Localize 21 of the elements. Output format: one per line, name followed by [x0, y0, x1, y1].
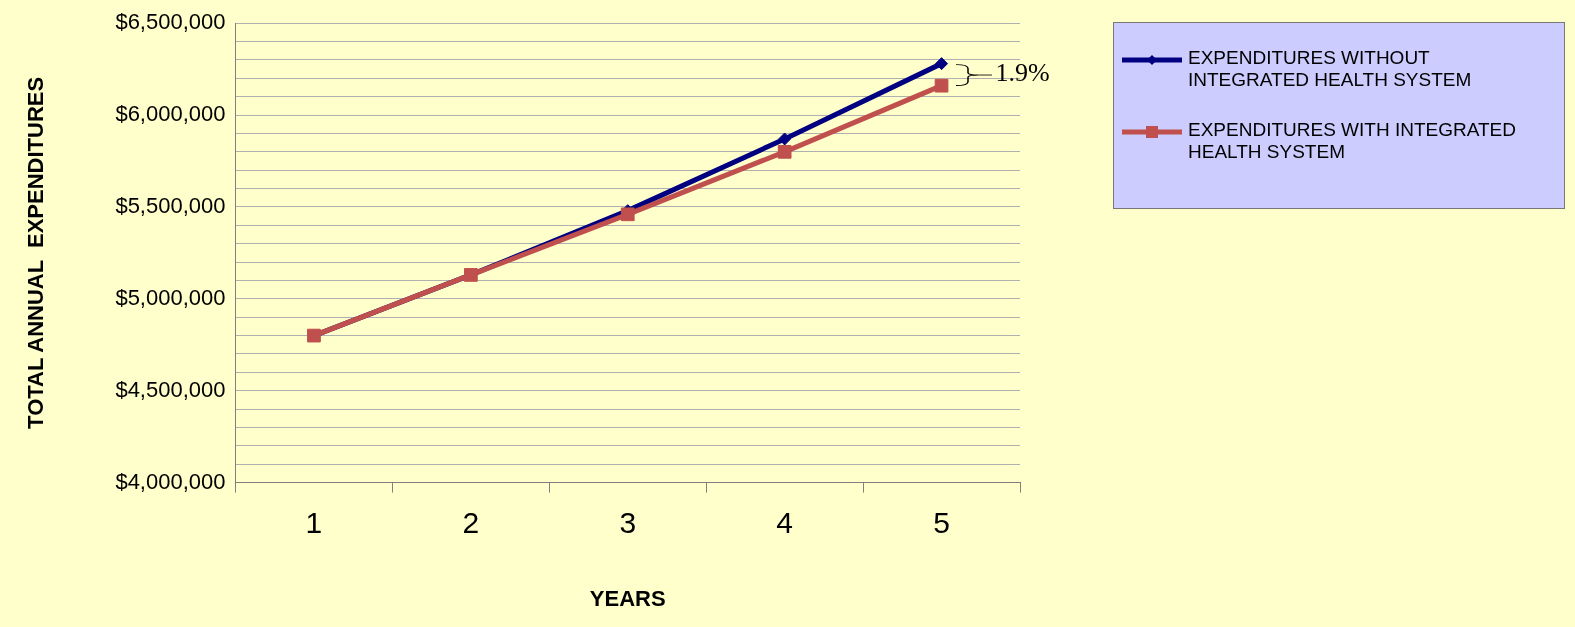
x-tick-label: 2	[462, 505, 480, 539]
point	[778, 132, 792, 146]
annotation: 1.9%	[995, 58, 1050, 88]
y-tick-label: $6,000,000	[115, 101, 226, 127]
legend-label: EXPENDITURES WITHOUT INTEGRATED HEALTH SYSTEM	[1188, 47, 1473, 91]
point	[620, 207, 635, 222]
x-tick-label: 3	[619, 505, 637, 539]
x-tick-label: 4	[776, 505, 793, 539]
x-axis-title: YEARS	[589, 585, 666, 611]
x-tick-label: 5	[933, 505, 950, 539]
point	[934, 78, 949, 93]
x-tick-label: 1	[305, 505, 323, 539]
y-tick-label: $5,500,000	[115, 193, 226, 219]
y-tick-label: $4,500,000	[115, 376, 226, 402]
y-tick-label: $6,500,000	[115, 9, 226, 35]
y-tick-label: $4,000,000	[115, 468, 226, 494]
point	[777, 144, 792, 159]
point	[935, 57, 949, 71]
y-axis-title: TOTAL ANNUAL EXPENDITURES	[23, 76, 49, 429]
legend-label: EXPENDITURES WITH INTEGRATED HEALTH SYSTEM	[1188, 119, 1517, 163]
y-tick-label: $5,000,000	[115, 284, 226, 310]
